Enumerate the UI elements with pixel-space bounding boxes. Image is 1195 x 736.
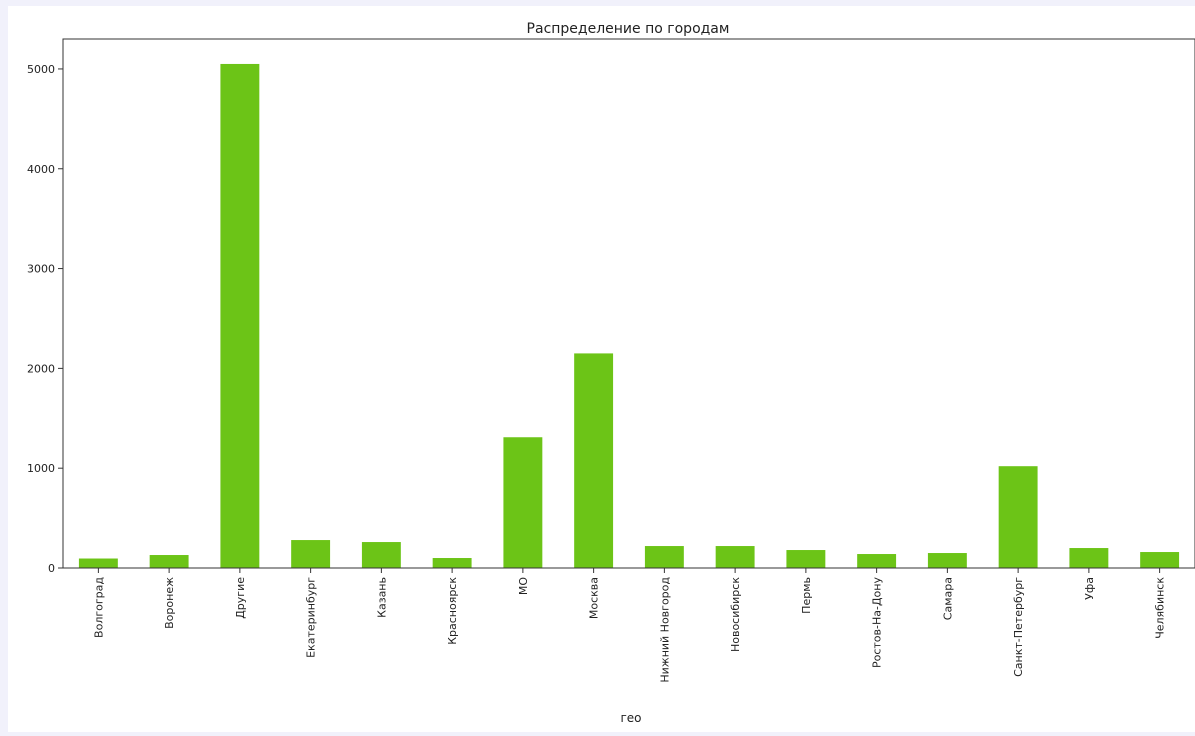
- x-axis: Волгоград Воронеж Другие Екатеринбург Казань…: [92, 568, 1167, 683]
- bar: [1140, 552, 1180, 568]
- chart-title: Распределение по городам: [527, 21, 730, 37]
- chart-figure: Распределение по городам 0 1000 2000 3000 40…: [8, 6, 1195, 732]
- x-tick-label: Уфа: [1083, 577, 1096, 600]
- y-tick-label: 3000: [27, 263, 55, 276]
- bar: [857, 554, 897, 568]
- bar: [1069, 548, 1109, 568]
- x-tick-label: Санкт-Петербург: [1012, 577, 1025, 677]
- plot-frame: [62, 38, 1195, 569]
- bar: [644, 546, 684, 568]
- x-tick-label: Пермь: [800, 577, 813, 614]
- x-tick-label: Волгоград: [92, 577, 105, 638]
- bar-chart: Распределение по городам 0 1000 2000 3000 40…: [27, 21, 1195, 725]
- x-tick-label: Самара: [941, 577, 954, 620]
- x-tick-label: Челябинск: [1154, 577, 1167, 639]
- x-tick-label: Москва: [588, 577, 601, 619]
- bar: [998, 466, 1038, 568]
- bar: [291, 540, 331, 568]
- x-tick-label: Красноярск: [446, 577, 459, 645]
- x-tick-label: Другие: [234, 577, 247, 619]
- y-tick-label: 0: [48, 562, 55, 575]
- x-tick-label: Казань: [375, 577, 388, 618]
- x-tick-label: Нижний Новгород: [658, 577, 671, 683]
- bar: [503, 437, 543, 568]
- bar: [574, 353, 614, 568]
- bars: [78, 63, 1180, 569]
- bar: [220, 63, 260, 569]
- x-tick-label: Ростов-На-Дону: [871, 577, 884, 668]
- y-tick-label: 5000: [27, 63, 55, 76]
- y-tick-label: 4000: [27, 163, 55, 176]
- x-tick-label: Воронеж: [163, 577, 176, 629]
- x-tick-label: Екатеринбург: [305, 577, 318, 658]
- bar: [786, 550, 826, 568]
- bar: [149, 555, 189, 568]
- y-tick-label: 1000: [27, 462, 55, 475]
- bar: [361, 542, 401, 568]
- y-axis: 0 1000 2000 3000 4000 5000: [27, 63, 63, 575]
- x-axis-label: гео: [620, 711, 641, 725]
- bar: [78, 558, 118, 568]
- bar: [927, 553, 967, 568]
- y-tick-label: 2000: [27, 362, 55, 375]
- x-tick-label: Новосибирск: [729, 577, 742, 652]
- x-tick-label: МО: [517, 577, 530, 595]
- bar: [715, 546, 755, 568]
- bar: [432, 558, 472, 568]
